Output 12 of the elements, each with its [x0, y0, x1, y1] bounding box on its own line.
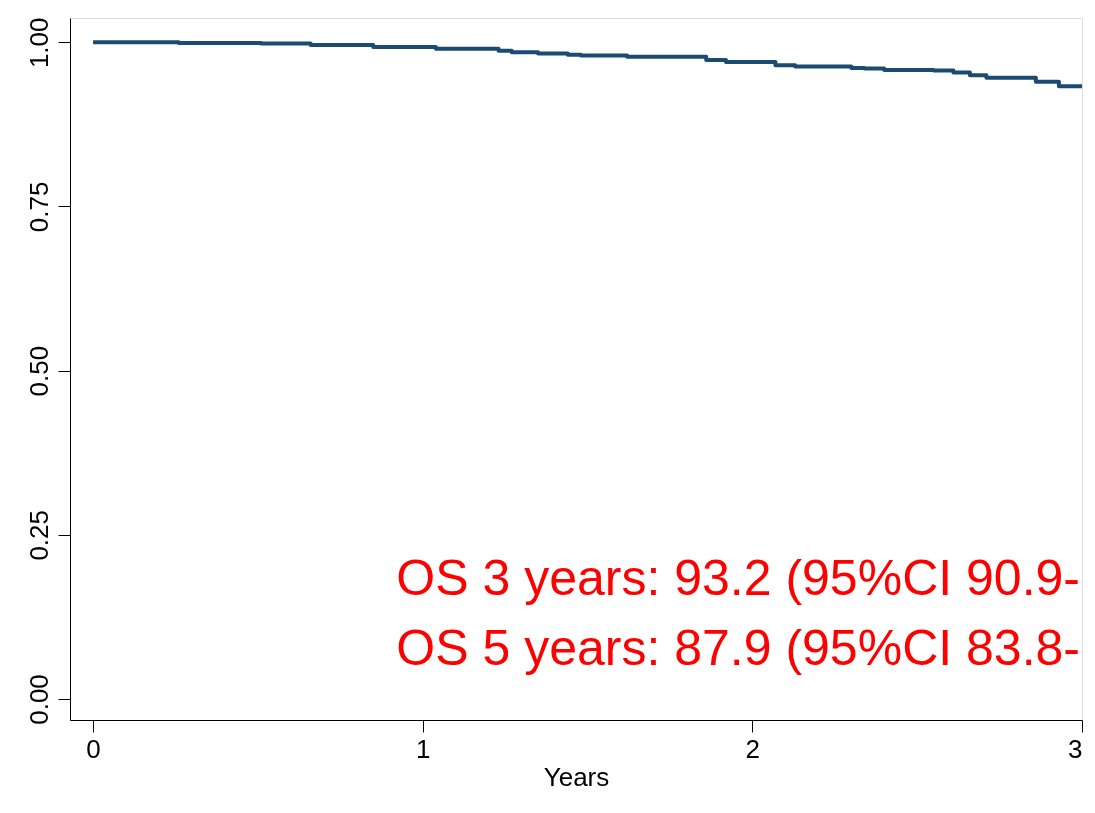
- y-tick-label: 0.50: [23, 345, 54, 397]
- x-tick-label: 1: [415, 733, 431, 764]
- annotation: OS 3 years: 93.2 (95%CI 90.9-: [396, 550, 1080, 606]
- annotation: OS 5 years: 87.9 (95%CI 83.8-: [396, 620, 1080, 676]
- x-tick-label: 3: [1068, 733, 1083, 764]
- y-tick-label: 1.00: [23, 17, 54, 69]
- y-tick-label: 0.25: [23, 510, 54, 561]
- y-tick-label: 0.00: [23, 674, 54, 725]
- y-tick-label: 0.75: [23, 181, 54, 233]
- x-tick-label: 0: [86, 733, 101, 764]
- x-axis-title: Years: [543, 761, 610, 792]
- x-tick-label: 2: [745, 733, 761, 764]
